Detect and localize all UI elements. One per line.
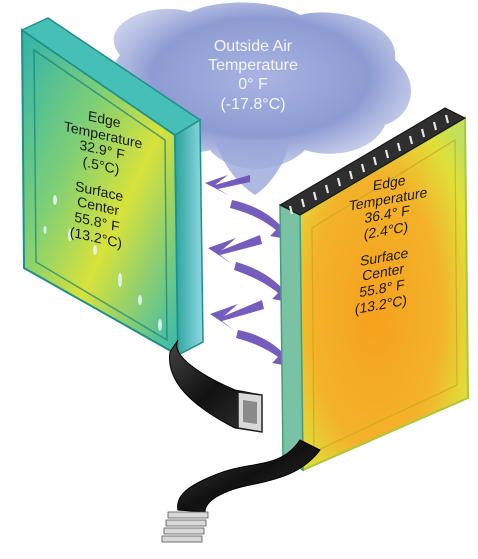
outside-line-2: Temperature <box>208 57 298 75</box>
left-spacer-end-inner <box>243 400 257 424</box>
left-glass-top <box>20 17 202 136</box>
outside-line-3: 0° F <box>238 76 268 94</box>
heat-flow-arrows <box>205 175 294 367</box>
outside-line-4: (-17.8°C) <box>220 95 286 113</box>
right-foam-spacer <box>177 439 321 513</box>
right-glass-inner-frame <box>311 138 458 453</box>
spacer-end-ribs <box>161 511 209 543</box>
outside-line-1: Outside Air <box>213 38 293 55</box>
arrow-left-1 <box>205 175 250 196</box>
arrow-right-1 <box>230 200 292 240</box>
arrow-left-3 <box>210 300 264 330</box>
arrow-right-2 <box>234 262 294 303</box>
warm-edge-spacer-ribs <box>288 114 450 215</box>
cloud-wisp <box>215 140 290 195</box>
arrow-right-3 <box>236 330 294 367</box>
left-glass-inner-frame <box>33 48 168 342</box>
outside-air-label: Outside Air Temperature 0° F (-17.8°C) <box>178 37 328 114</box>
condensation-drops <box>43 195 162 331</box>
arrow-left-2 <box>208 235 262 264</box>
right-glass-edge <box>279 203 304 472</box>
right-pane-labels: Edge Temperature 36.4° F (2.4°C) Surface… <box>311 163 460 325</box>
left-glass-edge <box>174 118 204 357</box>
